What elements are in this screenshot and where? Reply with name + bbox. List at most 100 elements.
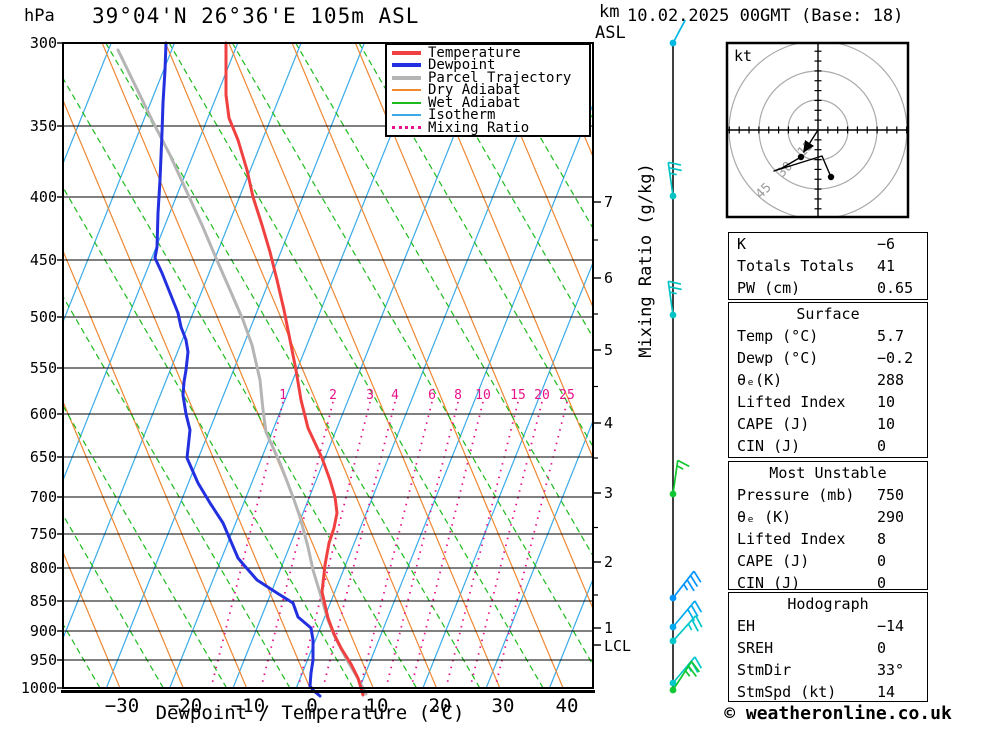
plot-background (63, 43, 593, 688)
hodograph-trace (773, 155, 832, 178)
stats-label: EH (737, 617, 756, 635)
wind-barb-full (686, 579, 695, 592)
wind-barb-station-dot (669, 311, 677, 319)
pressure-unit-label: hPa (24, 6, 55, 26)
pressure-axis-label: 350 (29, 117, 57, 135)
station-title: 39°04'N 26°36'E 105m ASL (92, 4, 420, 28)
wind-barb-station-dot (669, 594, 677, 602)
mixing-ratio-label: 20 (534, 388, 550, 403)
pressure-axis-label: 850 (29, 592, 57, 610)
stats-row: Lifted Index 10 (729, 391, 927, 413)
stats-row: Pressure (mb) 750 (729, 484, 927, 506)
dry-adiabat-line (354, 43, 593, 611)
wind-barb-half (684, 670, 691, 677)
datetime-label: 10.02.2025 00GMT (Base: 18) (627, 6, 904, 26)
pressure-axis-label: 300 (29, 34, 57, 52)
stats-value: −0.2 (877, 349, 914, 367)
stats-value: −6 (877, 235, 896, 253)
km-axis-label: 4 (604, 414, 614, 432)
km-axis-label: 1 (604, 619, 614, 637)
mixing-ratio-label: 15 (510, 388, 526, 403)
km-axis-label: 5 (604, 341, 614, 359)
legend-line-sample (392, 126, 421, 129)
legend-item: Parcel Trajectory (392, 71, 589, 85)
stats-value: 288 (877, 371, 905, 389)
km-unit-label: km (599, 2, 620, 22)
stats-value: 0 (877, 574, 887, 592)
stats-value: 0 (877, 552, 887, 570)
wind-barb-half (669, 291, 677, 295)
isotherm-line (485, 419, 593, 688)
mixing-ratio-axis-label: Mixing Ratio (g/kg) (636, 163, 656, 358)
wind-barb-full (690, 660, 701, 673)
stats-value: 0.65 (877, 279, 914, 297)
stats-label: StmDir (737, 661, 792, 679)
wind-barb-full (668, 161, 682, 166)
stats-row: K −6 (729, 233, 927, 255)
temperature-axis-label: −20 (167, 695, 203, 717)
mixing-ratio-label: 2 (329, 388, 337, 403)
wind-barb-full (694, 615, 703, 628)
wind-barb-full (668, 285, 682, 291)
hodograph-border (725, 41, 910, 219)
hodograph-clipped: 153045 (727, 43, 908, 217)
stats-value: 5.7 (877, 327, 905, 345)
stats-label: θₑ (K) (737, 508, 792, 526)
wind-barb-station-dot (669, 490, 677, 498)
dewpoint-curve (153, 41, 322, 698)
stats-label: Temp (°C) (737, 327, 819, 345)
dry-adiabat-line (544, 43, 593, 159)
wind-barb-station-dot (669, 39, 677, 47)
km-axis-label: 2 (604, 553, 614, 571)
mixing-ratio-line (210, 401, 284, 688)
pressure-axis-label: 1000 (20, 679, 57, 697)
dry-adiabat-line (291, 43, 564, 688)
wet-adiabat-line (485, 43, 593, 230)
mixing-ratio-label: 8 (454, 388, 462, 403)
wind-barb-half (669, 172, 677, 176)
stats-value: −14 (877, 617, 905, 635)
legend-item: Dewpoint (392, 57, 589, 73)
stats-row: StmSpd (kt) 14 (729, 681, 927, 703)
mixing-ratio-line (359, 401, 433, 688)
mixing-ratio-line (385, 401, 459, 688)
mixing-ratio-label: 6 (428, 388, 436, 403)
stats-row: CIN (J) 0 (729, 572, 927, 594)
stats-row: Totals Totals 41 (729, 255, 927, 277)
mixing-ratio-line (494, 401, 568, 688)
stats-row: θₑ(K) 288 (729, 369, 927, 391)
stats-section-title: Most Unstable (769, 464, 887, 482)
wind-barb-full (668, 166, 682, 172)
wind-barb-stem (672, 615, 697, 642)
wind-barb-half (676, 465, 684, 470)
x-axis-title: Dewpoint / Temperature (°C) (155, 702, 465, 724)
legend: Temperature Dewpoint Parcel Trajectory Dry … (385, 43, 591, 137)
stats-value: 750 (877, 486, 905, 504)
stats-row: Dewp (°C) −0.2 (729, 347, 927, 369)
mixing-ratio-line (445, 401, 519, 688)
wind-barb-stem (672, 600, 696, 628)
hodograph-trace-dot (827, 173, 835, 181)
legend-label: Dewpoint (428, 57, 496, 73)
hodograph-arrow-head (803, 140, 814, 153)
stats-label: CAPE (J) (737, 552, 810, 570)
stats-section-title: Surface (796, 305, 860, 323)
stats-label: CAPE (J) (737, 415, 810, 433)
legend-line-sample (392, 89, 421, 91)
temperature-axis-label: 40 (555, 695, 579, 717)
wind-barb-station-dot (669, 686, 677, 694)
stats-label: Totals Totals (737, 257, 855, 275)
dry-adiabat-line (228, 43, 501, 688)
stats-row: CAPE (J) 0 (729, 550, 927, 572)
stats-section: Most Unstable Pressure (mb) 750 θₑ (K) 290 Li… (728, 461, 928, 592)
dry-adiabat-line (63, 98, 311, 688)
isotherm-line (232, 43, 492, 688)
stats-label: K (737, 235, 747, 253)
dry-adiabat-line (63, 249, 248, 688)
wet-adiabat-line (168, 43, 544, 688)
stats-label: Dewp (°C) (737, 349, 819, 367)
stats-label: PW (cm) (737, 279, 801, 297)
wind-barb-half (683, 583, 689, 591)
isotherm-line (295, 43, 555, 688)
hodograph-kt-label: kt (734, 47, 753, 65)
